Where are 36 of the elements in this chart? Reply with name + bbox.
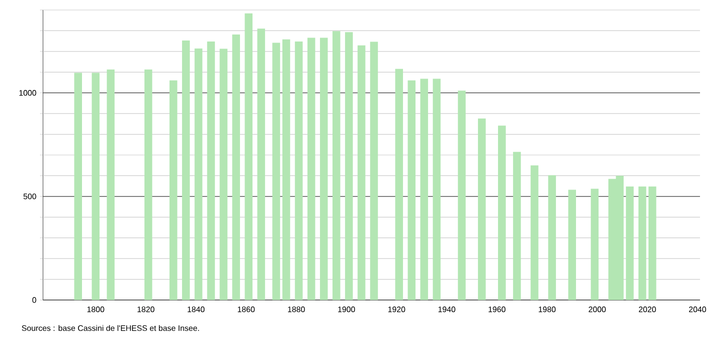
bar <box>244 13 253 300</box>
bar <box>626 186 634 300</box>
bar <box>478 118 486 300</box>
bar <box>232 34 240 300</box>
bar <box>548 175 556 300</box>
bar <box>74 72 82 300</box>
bar <box>648 186 656 300</box>
bar <box>170 80 178 300</box>
bar <box>420 78 428 300</box>
bar <box>345 32 353 300</box>
bar <box>498 126 506 300</box>
bar <box>370 42 378 300</box>
bar <box>513 152 521 300</box>
bar <box>590 188 599 300</box>
bar <box>358 45 366 300</box>
bar <box>106 69 115 300</box>
bar <box>220 48 228 300</box>
bar <box>395 68 403 300</box>
bar <box>294 41 303 300</box>
bar <box>257 28 266 300</box>
bar <box>332 31 340 300</box>
bar <box>458 90 466 300</box>
bar <box>282 39 290 300</box>
bar <box>530 165 538 300</box>
bar <box>272 42 280 300</box>
bar <box>432 78 441 300</box>
bar <box>568 190 576 300</box>
bar <box>320 38 328 300</box>
bar <box>307 38 316 300</box>
bar <box>207 41 215 300</box>
bar <box>194 48 202 300</box>
bar <box>408 80 416 300</box>
bar <box>144 69 152 300</box>
bar <box>182 40 190 300</box>
bar <box>92 72 100 300</box>
bar <box>638 186 646 300</box>
